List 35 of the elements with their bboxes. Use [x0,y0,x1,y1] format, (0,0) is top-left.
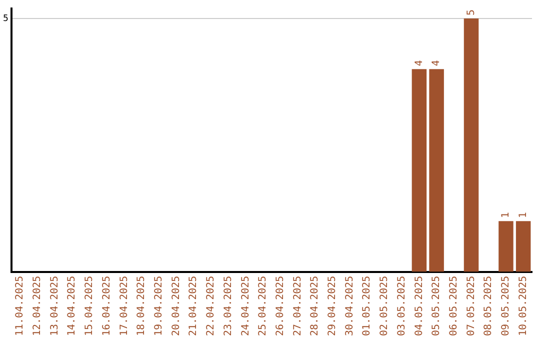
x-tick-label: 10.05.2025 [518,276,529,336]
x-tick-label: 17.04.2025 [118,276,130,336]
x-tick-label: 05.05.2025 [431,276,442,336]
x-tick-label: 14.04.2025 [66,276,78,336]
x-tick-label: 08.05.2025 [483,276,494,336]
x-tick-label: 02.05.2025 [379,276,390,336]
x-tick-label: 25.04.2025 [258,276,269,336]
data-label: 1 [500,212,512,218]
x-tick-label: 18.04.2025 [136,276,148,336]
x-tick-label: 16.04.2025 [101,276,112,336]
x-tick-label: 30.04.2025 [344,276,356,336]
x-tick-label: 28.04.2025 [310,276,321,336]
x-tick-label: 15.04.2025 [84,276,96,336]
x-tick-label: 12.04.2025 [32,276,44,336]
data-label: 4 [414,60,425,66]
data-label: 5 [466,10,477,16]
x-tick-label: 21.04.2025 [188,276,200,336]
x-tick-label: 03.05.2025 [396,276,408,336]
x-tick-label: 29.04.2025 [327,276,338,336]
x-tick-label: 23.04.2025 [222,276,234,336]
x-tick-label: 27.04.2025 [292,276,304,336]
x-tick-label: 19.04.2025 [154,276,165,336]
x-tick-label: 26.04.2025 [274,276,286,336]
x-tick-label: 01.05.2025 [362,276,373,336]
x-tick-label: 13.04.2025 [49,276,60,336]
x-tick-label: 09.05.2025 [500,276,512,336]
data-label: 4 [431,60,442,66]
x-tick-label: 06.05.2025 [448,276,460,336]
x-tick-label: 07.05.2025 [466,276,477,336]
x-tick-label: 11.04.2025 [14,276,26,336]
x-tick-label: 22.04.2025 [206,276,217,336]
x-tick-label: 24.04.2025 [240,276,252,336]
data-label: 1 [518,212,529,218]
x-tick-label: 04.05.2025 [414,276,425,336]
x-tick-label: 20.04.2025 [170,276,182,336]
